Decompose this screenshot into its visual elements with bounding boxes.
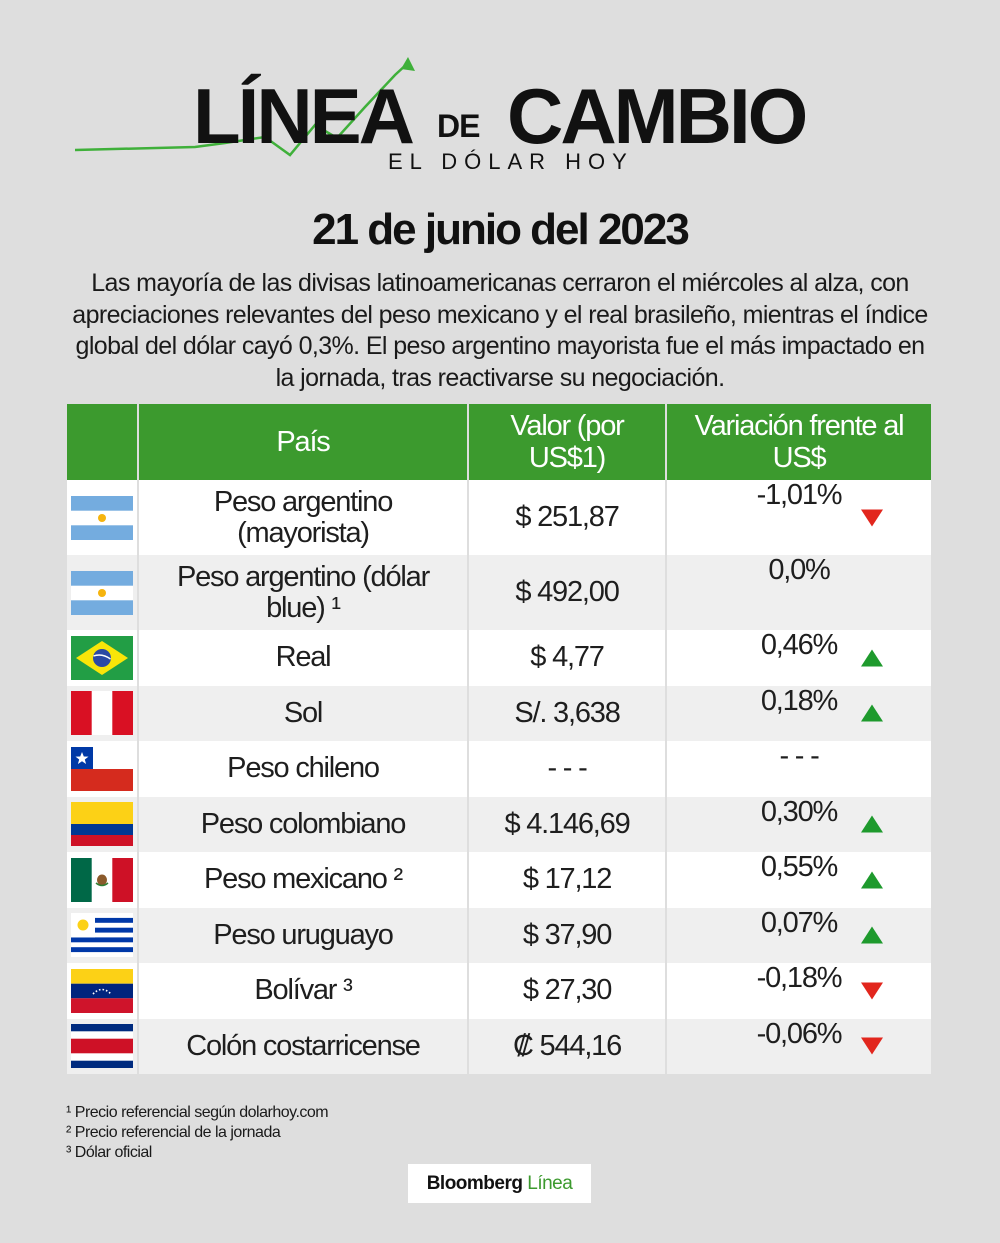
rate-value: S/. 3,638 [468, 685, 667, 741]
table-header-row: País Valor (por US$1) Variación frente a… [67, 404, 931, 480]
down-arrow-icon [861, 1037, 883, 1055]
variation-value: 0,18% [760, 684, 838, 717]
table-row: Sol S/. 3,638 0,18% [67, 684, 931, 742]
country-name: Real [138, 630, 469, 686]
header-flag [67, 404, 139, 480]
rate-value: $ 251,87 [468, 480, 667, 555]
header-country: País [138, 404, 469, 480]
variation-cell: 0,0% [673, 555, 925, 630]
exchange-rates-table: País Valor (por US$1) Variación frente a… [67, 404, 931, 1074]
table-row: Bolívar ³ $ 27,30 -0,18% [67, 963, 931, 1019]
table-row: Real $ 4,77 0,46% [67, 630, 931, 686]
header-value: Valor (por US$1) [468, 404, 667, 480]
variation-cell: -0,06% [673, 1017, 925, 1075]
variation-value: 0,07% [760, 906, 838, 939]
variation-cell: 0,55% [673, 852, 925, 908]
variation-cell: 0,18% [673, 684, 925, 742]
country-name: Peso chileno [138, 741, 469, 797]
variation-cell: - - - [673, 741, 925, 797]
variation-value: -0,18% [756, 962, 843, 994]
table-row: Peso chileno - - - - - - [67, 741, 931, 797]
country-name: Peso mexicano ² [138, 852, 469, 908]
table-row: Peso argentino (mayorista) $ 251,87 -1,0… [67, 480, 931, 555]
down-arrow-icon [861, 509, 883, 526]
country-name: Peso argentino (mayorista) [138, 480, 469, 555]
trend-line-icon [75, 57, 415, 157]
logo-subtitle: EL DÓLAR HOY [388, 149, 634, 174]
rate-value: $ 4.146,69 [468, 796, 667, 852]
table-row: Peso uruguayo $ 37,90 0,07% [67, 906, 931, 964]
logo: LÍNEA DE CAMBIO EL DÓLAR HOY [0, 55, 1000, 185]
country-name: Peso colombiano [138, 796, 469, 852]
argentina-flag-icon [71, 570, 133, 615]
variation-value: - - - [779, 740, 819, 772]
rate-value: $ 492,00 [468, 555, 667, 630]
rate-value: $ 17,12 [468, 852, 667, 908]
chile-flag-icon [71, 746, 133, 791]
rate-value: - - - [468, 741, 667, 797]
variation-cell: 0,07% [673, 906, 925, 964]
variation-value: 0,46% [760, 629, 838, 661]
logo-word-linea: LÍNEA [193, 72, 415, 160]
page-date: 21 de junio del 2023 [312, 205, 690, 254]
variation-value: -0,06% [756, 1017, 843, 1050]
logo-word-de: DE [437, 108, 480, 144]
colombia-flag-icon [71, 802, 133, 847]
footnote-3: ³ Dólar oficial [66, 1144, 152, 1161]
header-variation: Variación frente al US$ [666, 404, 931, 480]
up-arrow-icon [861, 926, 883, 944]
table-row: Colón costarricense ₡ 544,16 -0,06% [67, 1017, 931, 1075]
venezuela-flag-icon [71, 968, 133, 1013]
footnote-1: ¹ Precio referencial según dolarhoy.com [66, 1104, 329, 1121]
peru-flag-icon [71, 691, 133, 736]
bloomberg-linea-logo: Bloomberg Línea [408, 1164, 591, 1203]
uruguay-flag-icon [71, 913, 133, 958]
variation-value: 0,0% [768, 554, 831, 586]
country-name: Colón costarricense [138, 1018, 469, 1074]
country-name: Bolívar ³ [138, 963, 469, 1019]
up-arrow-icon [861, 871, 883, 889]
footnotes: ¹ Precio referencial según dolarhoy.com … [66, 1103, 329, 1163]
country-name: Peso argentino (dólar blue) ¹ [138, 555, 469, 630]
logo-word-cambio: CAMBIO [507, 72, 808, 160]
rate-value: ₡ 544,16 [468, 1018, 667, 1074]
footnote-2: ² Precio referencial de la jornada [66, 1124, 281, 1141]
table-row: Peso argentino (dólar blue) ¹ $ 492,00 0… [67, 555, 931, 630]
rate-value: $ 4,77 [468, 630, 667, 686]
table-row: Peso mexicano ² $ 17,12 0,55% [67, 852, 931, 908]
argentina-flag-icon [71, 495, 133, 540]
costa-rica-flag-icon [71, 1024, 133, 1069]
up-arrow-icon [861, 649, 883, 667]
brazil-flag-icon [71, 635, 133, 680]
variation-value: 0,55% [760, 851, 838, 883]
up-arrow-icon [861, 815, 883, 833]
mexico-flag-icon [71, 857, 133, 902]
country-name: Sol [138, 685, 469, 741]
variation-cell: -1,01% [673, 480, 925, 555]
variation-cell: -0,18% [673, 963, 925, 1019]
variation-value: -1,01% [756, 479, 843, 511]
variation-cell: 0,46% [673, 630, 925, 686]
variation-value: 0,30% [760, 795, 838, 828]
down-arrow-icon [861, 982, 883, 1000]
country-name: Peso uruguayo [138, 907, 469, 963]
table-row: Peso colombiano $ 4.146,69 0,30% [67, 795, 931, 853]
brand-accent: Línea [527, 1173, 573, 1194]
rate-value: $ 27,30 [468, 963, 667, 1019]
rate-value: $ 37,90 [468, 907, 667, 963]
up-arrow-icon [861, 704, 883, 722]
brand-name: Bloomberg [426, 1173, 523, 1194]
intro-text: Las mayoría de las divisas latinoamerica… [72, 269, 928, 392]
variation-cell: 0,30% [673, 795, 925, 853]
